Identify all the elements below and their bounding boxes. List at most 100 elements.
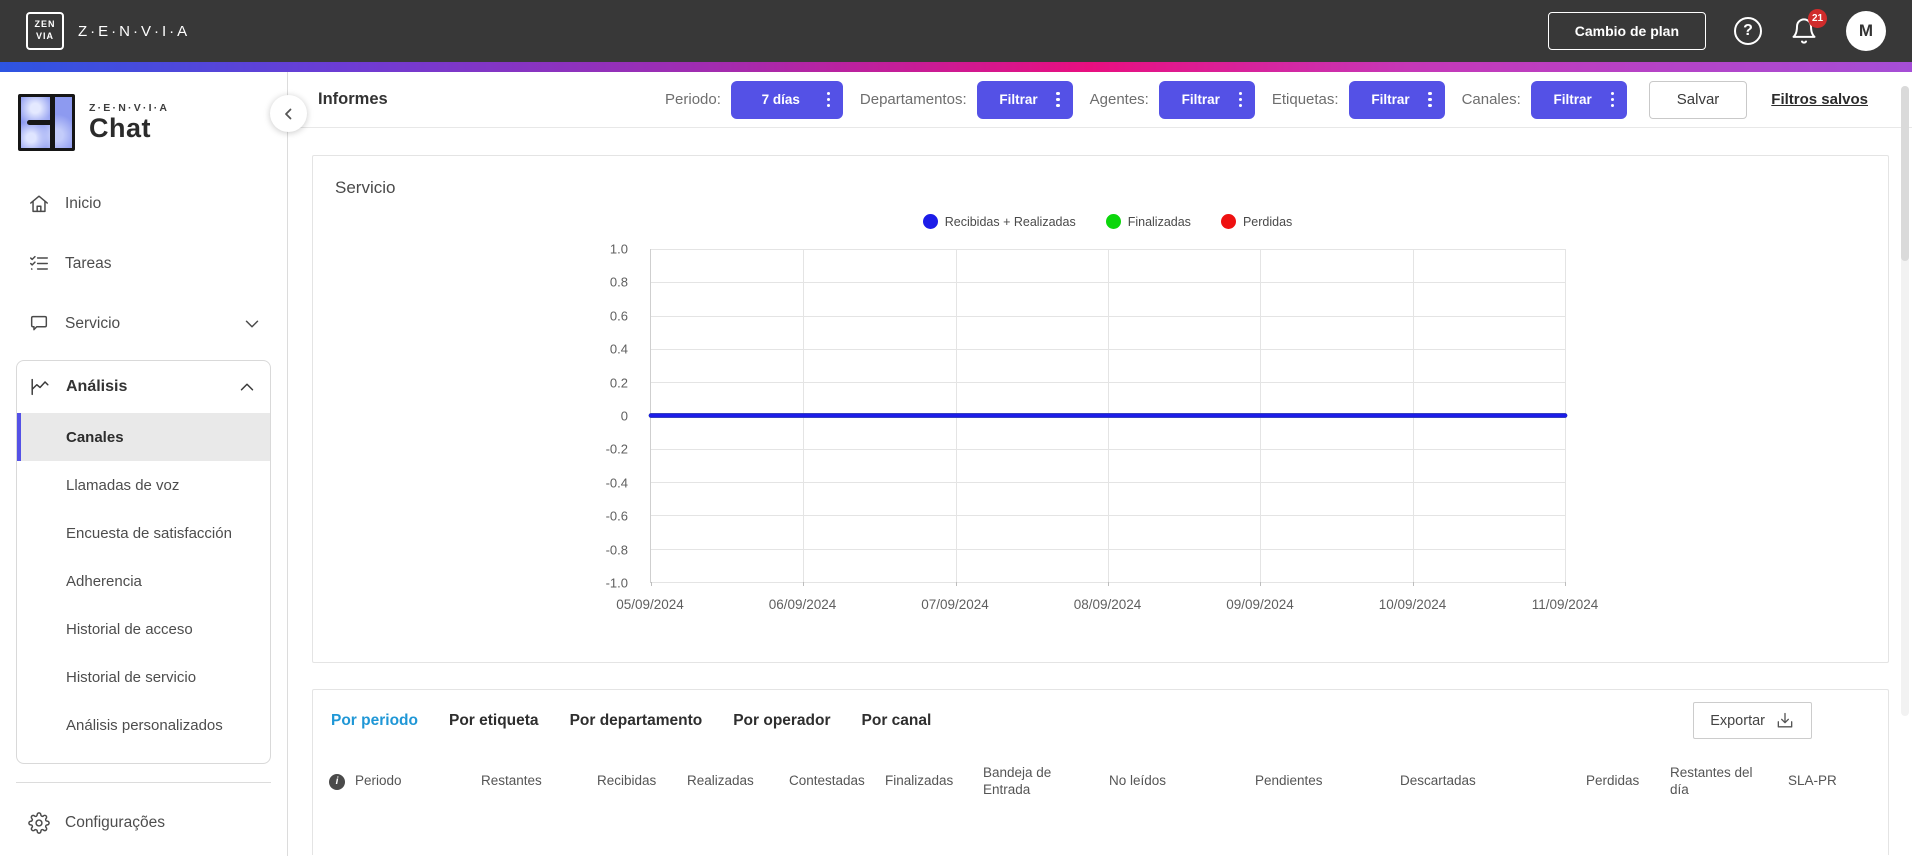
- sidebar-item-historial-de-servicio[interactable]: Historial de servicio: [17, 653, 270, 701]
- tab-por-operador[interactable]: Por operador: [733, 711, 831, 729]
- filter-button-etiquetas[interactable]: Filtrar: [1348, 80, 1445, 119]
- filter-label: Canales:: [1461, 91, 1521, 108]
- sidebar-item-tareas[interactable]: Tareas: [0, 234, 287, 294]
- table-header-perdidas: Perdidas: [1586, 773, 1670, 790]
- y-tick-label: -0.2: [605, 441, 628, 457]
- chevron-up-icon: [236, 376, 258, 398]
- y-tick-label: -0.8: [605, 542, 628, 558]
- chart-series-lines: [651, 249, 1565, 582]
- table-header-realizadas: Realizadas: [687, 773, 789, 790]
- gear-icon: [28, 812, 50, 834]
- sidebar-item-label: Análisis personalizados: [66, 716, 223, 734]
- sidebar-item-label: Historial de servicio: [66, 668, 197, 686]
- tab-por-periodo[interactable]: Por periodo: [331, 711, 418, 729]
- sidebar-item-canales[interactable]: Canales: [17, 413, 270, 461]
- report-table-card: Por periodo Por etiqueta Por departamento P…: [312, 689, 1889, 855]
- legend-dot-icon: [1105, 214, 1121, 229]
- table-header-label: Descartadas: [1400, 773, 1476, 789]
- zenvia-logo-icon: ZEN VIA: [26, 12, 64, 50]
- sidebar-collapse-button[interactable]: [270, 95, 307, 132]
- report-tabs: Por periodo Por etiqueta Por departamento P…: [329, 704, 933, 738]
- info-icon[interactable]: i: [329, 773, 345, 790]
- x-tick-label: 10/09/2024: [1378, 597, 1447, 612]
- kebab-menu-icon: [819, 92, 830, 107]
- home-icon: [28, 193, 50, 215]
- table-header-restantes: Restantes: [481, 773, 597, 790]
- zenvia-logo-line1: ZEN: [34, 19, 56, 30]
- avatar[interactable]: M: [1846, 11, 1886, 51]
- table-header-label: Periodo: [355, 773, 402, 789]
- filter-label: Periodo:: [665, 91, 721, 108]
- filter-button-departamentos[interactable]: Filtrar: [976, 80, 1073, 119]
- change-plan-button[interactable]: Cambio de plan: [1547, 12, 1706, 50]
- sidebar-item-label: Servicio: [65, 315, 121, 332]
- scrollbar-thumb[interactable]: [1901, 86, 1909, 261]
- table-header-label: Restantes del día: [1670, 765, 1753, 797]
- y-tick-label: 0.8: [609, 274, 628, 290]
- download-icon: [1775, 711, 1795, 731]
- export-button[interactable]: Exportar: [1693, 702, 1812, 739]
- service-chart-card: Servicio Recibidas + Realizadas Finalizad…: [312, 155, 1889, 663]
- x-tick-label: 09/09/2024: [1226, 597, 1294, 612]
- sidebar-item-label: Inicio: [65, 195, 102, 212]
- sidebar-item-servicio[interactable]: Servicio: [0, 294, 287, 354]
- sidebar-item-llamadas-de-voz[interactable]: Llamadas de voz: [17, 461, 270, 509]
- y-tick-label: -0.4: [605, 475, 628, 491]
- x-tick-mark: [1565, 582, 1566, 586]
- sidebar-item-historial-de-acceso[interactable]: Historial de acceso: [17, 605, 270, 653]
- table-header-recibidas: Recibidas: [597, 773, 687, 790]
- help-icon[interactable]: ?: [1734, 17, 1762, 45]
- filter-group-etiquetas: Etiquetas: Filtrar: [1272, 80, 1445, 119]
- legend-item-finalizadas[interactable]: Finalizadas: [1105, 214, 1191, 229]
- report-tabs-row: Por periodo Por etiqueta Por departamento P…: [313, 690, 1888, 739]
- sidebar-nav: Inicio Tareas Servicio: [0, 174, 287, 354]
- filter-button-agentes[interactable]: Filtrar: [1158, 80, 1255, 119]
- sidebar-item-inicio[interactable]: Inicio: [0, 174, 287, 234]
- sidebar-item-label: Análisis: [66, 378, 128, 395]
- page-title: Informes: [318, 90, 388, 108]
- kebab-menu-icon: [1603, 92, 1614, 107]
- filter-bar: Periodo: 7 días Departamentos: Filtrar Agent…: [665, 80, 1627, 119]
- analysis-group: Análisis Canales Llamadas de voz Encuesta d…: [16, 360, 271, 764]
- product-logo-brand: Z·E·N·V·I·A: [89, 101, 170, 114]
- kebab-menu-icon: [1231, 92, 1242, 107]
- y-tick-label: -0.6: [605, 508, 628, 524]
- table-header-descartadas: Descartadas: [1400, 773, 1586, 790]
- y-tick-label: 0: [620, 408, 628, 424]
- table-header-bandeja-de-entrada: Bandeja de Entrada: [983, 765, 1109, 799]
- table-header-label: Realizadas: [687, 773, 754, 789]
- sidebar-item-adherencia[interactable]: Adherencia: [17, 557, 270, 605]
- product-logo: Z·E·N·V·I·A Chat: [0, 92, 287, 152]
- legend-label: Recibidas + Realizadas: [944, 214, 1076, 229]
- tab-por-canal[interactable]: Por canal: [861, 711, 932, 729]
- tab-por-etiqueta[interactable]: Por etiqueta: [448, 711, 539, 729]
- sidebar-item-analisis[interactable]: Análisis: [17, 361, 270, 413]
- saved-filters-link[interactable]: Filtros salvos: [1771, 91, 1868, 108]
- zenvia-logo-line2: VIA: [35, 31, 54, 41]
- x-axis-labels: 05/09/2024 06/09/2024 07/09/2024 08/09/2024…: [616, 597, 1598, 617]
- filter-button-label: Filtrar: [1553, 92, 1592, 107]
- content-scrollbar[interactable]: [1901, 86, 1909, 716]
- sidebar-item-analisis-personalizados[interactable]: Análisis personalizados: [17, 701, 270, 749]
- filter-button-periodo[interactable]: 7 días: [730, 80, 843, 119]
- legend-item-recibidas-realizadas[interactable]: Recibidas + Realizadas: [922, 214, 1076, 229]
- filter-group-periodo: Periodo: 7 días: [665, 80, 843, 119]
- brand-gradient-bar: [0, 62, 1912, 72]
- sidebar-item-encuesta-de-satisfaccion[interactable]: Encuesta de satisfacción: [17, 509, 270, 557]
- legend-item-perdidas[interactable]: Perdidas: [1220, 214, 1292, 229]
- table-header-sla-pr: SLA-PR: [1788, 773, 1852, 790]
- line-chart-icon: [29, 376, 51, 398]
- x-tick-mark: [1260, 582, 1262, 586]
- y-tick-label: 0.6: [609, 308, 628, 324]
- sidebar-item-configuracoes[interactable]: Configurações: [0, 793, 287, 853]
- kebab-menu-icon: [1420, 92, 1432, 107]
- filter-button-canales[interactable]: Filtrar: [1530, 80, 1627, 119]
- table-header-periodo: i Periodo: [329, 773, 481, 790]
- filter-group-agentes: Agentes: Filtrar: [1090, 80, 1255, 119]
- x-tick-label: 11/09/2024: [1531, 597, 1599, 612]
- legend-dot-icon: [1220, 214, 1236, 229]
- table-header-label: Contestadas: [789, 773, 865, 789]
- tab-por-departamento[interactable]: Por departamento: [569, 711, 703, 729]
- notifications-bell-icon[interactable]: 21: [1790, 9, 1827, 45]
- save-button[interactable]: Salvar: [1648, 80, 1748, 119]
